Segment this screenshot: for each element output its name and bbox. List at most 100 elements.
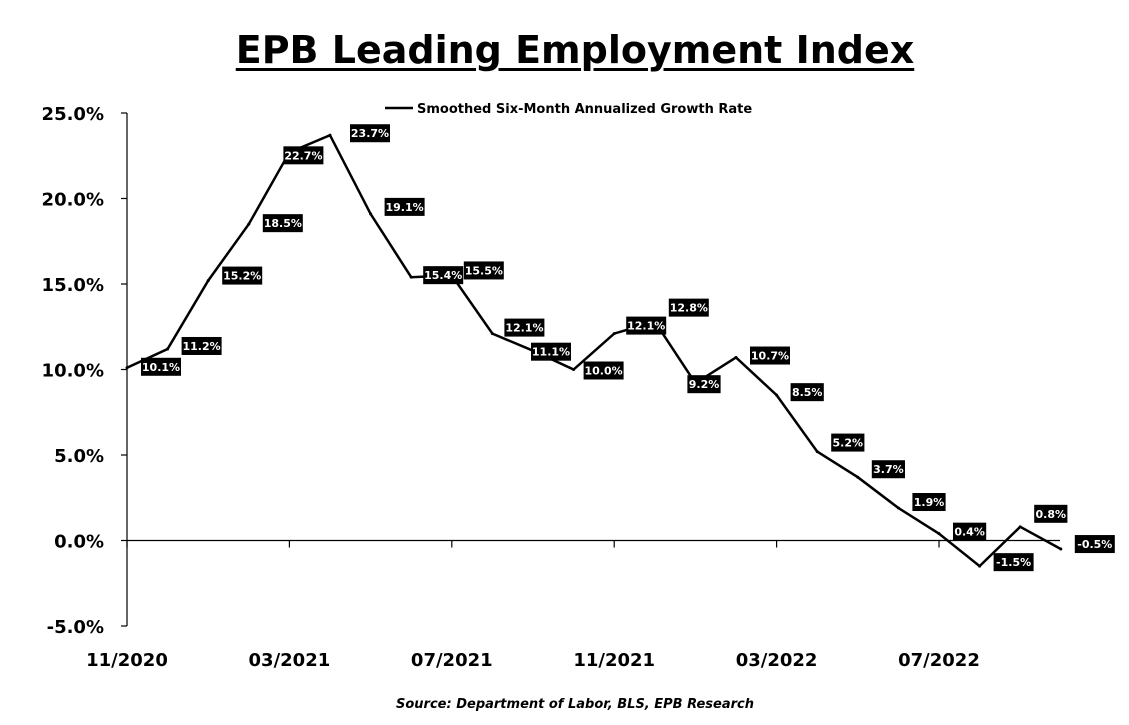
- data-label: 9.2%: [687, 375, 721, 394]
- data-label-box: [993, 553, 1034, 572]
- data-point: [896, 506, 900, 510]
- data-label: 10.1%: [141, 357, 181, 376]
- data-point: [369, 212, 373, 216]
- data-label-box: [384, 197, 425, 216]
- data-point: [166, 347, 170, 351]
- data-label-box: [1074, 535, 1115, 554]
- data-label-text: 10.0%: [585, 365, 623, 378]
- data-label-text: 15.4%: [424, 269, 462, 282]
- data-label: 10.0%: [583, 361, 624, 380]
- data-point: [775, 393, 779, 397]
- data-label-text: 10.7%: [751, 350, 789, 363]
- data-label: 0.4%: [953, 522, 987, 541]
- y-tick-label: 15.0%: [42, 275, 104, 296]
- data-label-box: [504, 318, 545, 337]
- data-label-box: [583, 361, 624, 380]
- data-point: [734, 356, 738, 360]
- data-label-text: 12.8%: [670, 302, 708, 315]
- x-axis-ticks: 11/2020 03/2021 07/2021 11/2021 03/2022 07/20…: [86, 540, 980, 671]
- data-label-box: [531, 342, 571, 361]
- data-label-box: [262, 214, 303, 233]
- data-point: [490, 332, 494, 336]
- data-label: -1.5%: [993, 553, 1034, 572]
- data-label-box: [463, 261, 504, 280]
- y-tick-label: 5.0%: [54, 446, 104, 467]
- legend: Smoothed Six-Month Annualized Growth Rat…: [385, 102, 752, 117]
- data-label-box: [871, 460, 905, 479]
- data-label-box: [687, 375, 721, 394]
- data-label: -0.5%: [1074, 535, 1115, 554]
- y-tick-label: -5.0%: [47, 617, 104, 638]
- data-label-text: 15.2%: [223, 270, 261, 283]
- data-label-box: [141, 357, 181, 376]
- y-tick-label: 10.0%: [42, 361, 104, 382]
- data-label: 8.5%: [790, 383, 824, 402]
- data-label-text: 12.1%: [627, 320, 665, 333]
- data-label-text: 19.1%: [386, 201, 424, 214]
- data-point: [978, 564, 982, 568]
- series-line: [126, 133, 1062, 568]
- data-label-box: [350, 124, 390, 143]
- data-point: [937, 532, 941, 536]
- data-point: [856, 475, 860, 479]
- x-tick-label: 11/2021: [573, 650, 655, 671]
- data-labels: 10.1%11.2% 15.2% 18.5% 22.7% 23.7% 19.1% 15.4%…: [141, 124, 1115, 572]
- data-point: [1059, 547, 1063, 551]
- data-label-text: 9.2%: [689, 378, 720, 391]
- data-label-box: [423, 266, 464, 285]
- data-label-box: [1034, 504, 1068, 523]
- data-point: [409, 275, 413, 279]
- data-label-box: [831, 433, 865, 452]
- y-axis-ticks: 25.0% 20.0% 15.0% 10.0% 5.0% 0.0% -5.0%: [42, 104, 127, 638]
- data-label-box: [283, 146, 324, 165]
- data-label-text: 23.7%: [351, 127, 389, 140]
- data-label-text: -1.5%: [996, 556, 1031, 569]
- data-label-text: 10.1%: [142, 361, 180, 374]
- data-label: 15.2%: [222, 266, 263, 285]
- y-tick-label: 0.0%: [54, 532, 104, 553]
- data-label-text: 18.5%: [264, 217, 302, 230]
- x-tick-label: 11/2020: [86, 650, 168, 671]
- data-label: 0.8%: [1034, 504, 1068, 523]
- data-label: 3.7%: [871, 460, 905, 479]
- data-point: [125, 366, 129, 370]
- data-label: 10.7%: [750, 346, 790, 365]
- data-label: 12.1%: [626, 316, 667, 335]
- data-label-text: 22.7%: [284, 149, 322, 162]
- data-label-text: 3.7%: [873, 463, 904, 476]
- data-label: 15.4%: [423, 266, 464, 285]
- data-label: 11.2%: [181, 336, 222, 355]
- data-label: 11.1%: [531, 342, 571, 361]
- data-label-box: [181, 336, 222, 355]
- data-label-text: 0.4%: [954, 526, 985, 539]
- y-tick-label: 25.0%: [42, 104, 104, 125]
- chart-source: Source: Department of Labor, BLS, EPB Re…: [396, 697, 754, 712]
- data-label: 18.5%: [262, 214, 303, 233]
- data-label: 12.1%: [504, 318, 545, 337]
- data-label: 19.1%: [384, 197, 425, 216]
- data-label-text: 11.1%: [532, 346, 570, 359]
- data-label-text: 15.5%: [465, 264, 503, 277]
- chart-title: EPB Leading Employment Index: [235, 28, 915, 72]
- data-label: 1.9%: [912, 493, 946, 512]
- data-point: [247, 222, 251, 226]
- x-tick-label: 03/2022: [736, 650, 818, 671]
- data-label-text: 11.2%: [183, 340, 221, 353]
- data-label-box: [750, 346, 790, 365]
- data-label-box: [626, 316, 667, 335]
- data-label-box: [912, 493, 946, 512]
- data-label: 5.2%: [831, 433, 865, 452]
- data-label: 12.8%: [668, 298, 709, 317]
- data-point: [328, 133, 332, 137]
- x-tick-label: 07/2022: [898, 650, 980, 671]
- data-label: 15.5%: [463, 261, 504, 280]
- x-tick-label: 03/2021: [249, 650, 331, 671]
- legend-label: Smoothed Six-Month Annualized Growth Rat…: [417, 102, 752, 117]
- data-label-text: 8.5%: [792, 386, 823, 399]
- data-label-text: 5.2%: [833, 437, 864, 450]
- data-label-text: 1.9%: [914, 496, 945, 509]
- data-label: 23.7%: [350, 124, 390, 143]
- data-label-text: 12.1%: [505, 322, 543, 335]
- data-label-text: -0.5%: [1077, 538, 1112, 551]
